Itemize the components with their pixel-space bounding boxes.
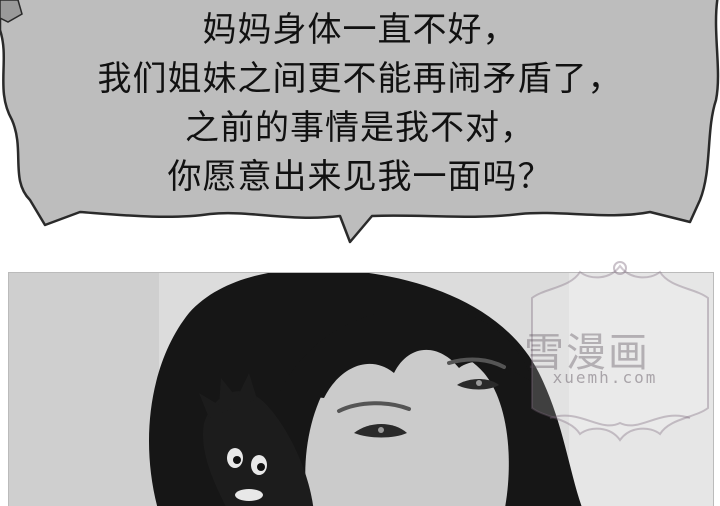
bubble-corner-mark [0,0,23,23]
speech-line-1: 妈妈身体一直不好， [202,10,518,50]
watermark-title: 雪漫画 [524,330,650,376]
left-eye-highlight [378,427,384,433]
watermark-frame [531,264,709,442]
phone-case [203,391,314,506]
bangs-shape [279,307,534,398]
speech-line-2: 我们姐妹之间更不能再闹矛盾了， [97,59,623,99]
watermark-ornament [531,261,709,442]
watermark-url: xuemh.com [552,368,658,387]
girl-on-phone-illustration [9,273,713,506]
speech-line-3: 之前的事情是我不对， [185,108,535,148]
phone-case-spikes [199,373,257,418]
speech-bubble-shape [0,0,720,244]
case-pupil-left [233,456,241,464]
speech-bubble-text: 妈妈身体一直不好， 我们姐妹之间更不能再闹矛盾了， 之前的事情是我不对， 你愿意… [30,0,690,202]
background-blur-left [9,273,159,506]
case-mouth [235,489,263,501]
right-brow [447,357,506,369]
face-shape [305,342,509,506]
photo-panel [8,272,714,506]
watermark-crown [613,261,627,275]
right-eye-highlight [476,380,482,386]
watermark-flourish [549,414,691,427]
case-pupil-right [257,463,265,471]
left-brow [337,401,411,413]
background-blur-right [569,273,713,506]
speech-line-4: 你愿意出来见我一面吗？ [167,157,553,197]
speech-bubble-outline [0,0,720,244]
